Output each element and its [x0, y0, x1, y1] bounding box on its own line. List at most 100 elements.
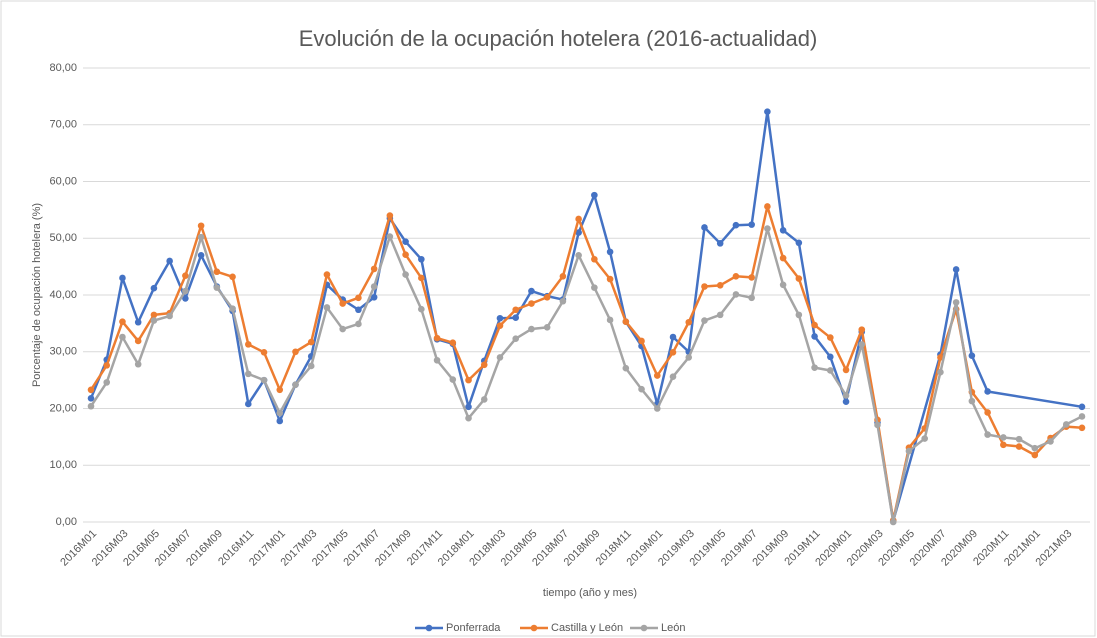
point: [307, 338, 315, 346]
point: [1062, 421, 1070, 428]
point: [984, 388, 991, 395]
point: [512, 335, 520, 342]
point: [197, 251, 205, 259]
point: [622, 318, 630, 325]
point: [528, 325, 535, 333]
point: [575, 215, 582, 223]
point: [150, 311, 158, 319]
point: [575, 229, 582, 236]
point: [323, 304, 331, 311]
point: [732, 291, 740, 298]
point: [465, 403, 472, 411]
point: [653, 405, 661, 412]
point: [433, 356, 441, 364]
point: [1000, 434, 1007, 441]
point: [213, 268, 221, 276]
point: [1031, 444, 1039, 452]
point: [1000, 441, 1007, 449]
point: [653, 372, 661, 379]
point: [858, 341, 866, 348]
point: [496, 354, 504, 361]
point: [449, 339, 457, 346]
y-tick-label: 60,00: [49, 175, 77, 187]
point: [87, 402, 95, 410]
point: [811, 364, 818, 371]
point: [811, 333, 818, 340]
point: [748, 274, 755, 281]
point: [449, 376, 457, 383]
point: [355, 294, 362, 302]
y-tick-label: 80,00: [49, 62, 77, 74]
y-tick-label: 50,00: [49, 232, 77, 244]
point: [779, 227, 787, 234]
point: [87, 394, 95, 402]
point: [779, 254, 787, 262]
point: [150, 317, 158, 324]
point: [685, 318, 693, 326]
point: [842, 366, 850, 374]
point: [795, 275, 803, 282]
point: [496, 314, 504, 322]
point: [386, 233, 394, 240]
point: [559, 272, 567, 280]
point: [103, 362, 111, 369]
point: [418, 274, 425, 282]
point: [245, 400, 252, 408]
point: [874, 421, 881, 429]
legend-label: Castilla y León: [551, 622, 623, 634]
point: [87, 386, 95, 394]
point: [1078, 403, 1086, 411]
point: [465, 414, 472, 422]
point: [150, 284, 158, 292]
point: [182, 272, 189, 280]
point: [795, 311, 803, 319]
x-axis-label: tiempo (año y mes): [543, 587, 637, 599]
y-tick-label: 40,00: [49, 289, 77, 301]
point: [355, 320, 362, 328]
point: [606, 275, 614, 283]
legend-marker: [640, 624, 648, 632]
legend-label: Ponferrada: [446, 622, 501, 634]
point: [701, 317, 708, 324]
y-tick-label: 30,00: [49, 346, 77, 358]
point: [245, 370, 252, 378]
point: [260, 376, 268, 384]
point: [370, 265, 378, 273]
point: [701, 224, 708, 231]
point: [827, 353, 834, 361]
series-line: [939, 268, 989, 392]
point: [182, 295, 189, 302]
point: [669, 373, 677, 381]
point: [606, 248, 614, 256]
point: [119, 274, 126, 282]
y-axis-label: Porcentaje de ocupación hotelera (%): [31, 203, 43, 387]
point: [339, 300, 346, 307]
point: [732, 272, 740, 280]
point: [606, 316, 614, 324]
point: [402, 238, 409, 245]
point: [842, 398, 850, 405]
point: [386, 212, 394, 219]
point: [480, 396, 488, 403]
series-line: [89, 205, 1083, 522]
point: [732, 221, 740, 229]
point: [229, 273, 236, 281]
point: [889, 518, 897, 526]
point: [764, 203, 771, 210]
point: [276, 409, 284, 417]
point: [591, 255, 598, 263]
point: [827, 367, 834, 374]
point: [418, 305, 425, 313]
point: [921, 435, 928, 442]
point: [685, 354, 693, 361]
point: [669, 349, 677, 356]
point: [465, 376, 472, 384]
point: [103, 379, 111, 386]
point: [795, 239, 803, 247]
point: [591, 284, 598, 291]
point: [213, 284, 221, 291]
point: [292, 381, 299, 388]
point: [166, 257, 173, 265]
point: [134, 337, 142, 345]
